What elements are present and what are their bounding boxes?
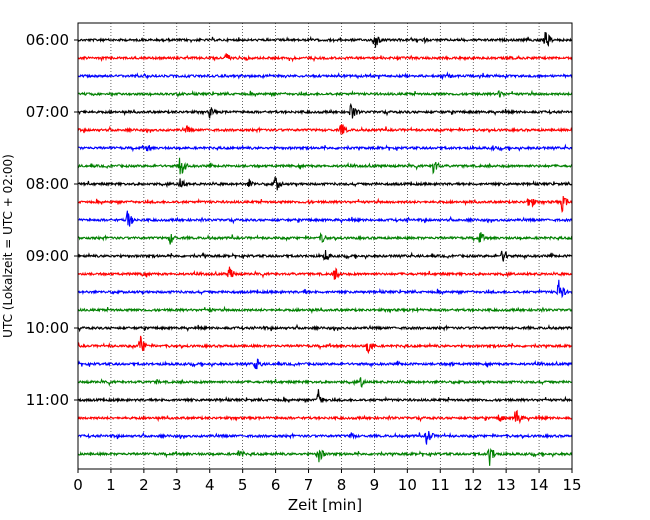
x-tick-label: 0 [73,476,83,494]
trace-07:15 [77,124,573,135]
x-tick-label: 4 [205,476,215,494]
trace-09:00 [77,250,573,262]
trace-06:15 [77,53,573,63]
trace-07:45 [77,157,573,175]
y-tick-label: 09:00 [26,247,69,265]
seismic-traces [77,32,573,466]
trace-06:00 [77,32,573,48]
trace-10:30 [77,358,573,370]
trace-11:00 [77,389,573,404]
y-tick-label: 11:00 [26,391,69,409]
trace-08:30 [77,210,573,227]
trace-08:45 [77,231,573,245]
trace-08:15 [77,195,573,214]
vertical-gridlines [110,23,540,469]
trace-09:15 [77,266,573,280]
trace-11:15 [77,409,573,425]
trace-11:45 [77,447,573,466]
y-tick-label: 07:00 [26,103,69,121]
x-tick-label: 9 [370,476,380,494]
x-tick-label: 10 [398,476,417,494]
trace-11:30 [77,430,573,445]
x-tick-label: 2 [139,476,149,494]
x-tick-label: 6 [271,476,281,494]
trace-09:30 [77,279,573,299]
x-tick-label: 12 [464,476,483,494]
trace-07:00 [77,102,573,119]
x-tick-label: 5 [238,476,248,494]
y-axis-label: UTC (Lokalzeit = UTC + 02:00) [1,154,15,338]
trace-10:15 [77,335,573,355]
plot-frame [77,22,573,470]
trace-10:00 [77,323,573,333]
x-tick-label: 15 [562,476,581,494]
x-tick-label: 1 [106,476,116,494]
trace-09:45 [77,305,573,315]
y-tick-label: 10:00 [26,319,69,337]
x-axis-label: Zeit [min] [288,496,362,514]
y-tick-label: 06:00 [26,31,69,49]
y-axis-ticks: 06:00 07:00 08:00 09:00 10:00 11:00 [26,31,78,409]
x-tick-label: 3 [172,476,182,494]
y-tick-label: 08:00 [26,175,69,193]
trace-07:30 [77,143,573,153]
x-tick-label: 14 [530,476,549,494]
trace-06:45 [77,89,573,99]
x-tick-label: 11 [431,476,450,494]
x-tick-label: 7 [304,476,314,494]
x-axis-ticks: 0 1 2 3 4 5 6 7 8 9 10 11 12 13 14 15 [73,469,582,494]
trace-10:45 [77,377,573,388]
trace-08:00 [77,176,573,191]
x-tick-label: 13 [497,476,516,494]
x-tick-label: 8 [337,476,347,494]
trace-06:30 [77,71,573,81]
